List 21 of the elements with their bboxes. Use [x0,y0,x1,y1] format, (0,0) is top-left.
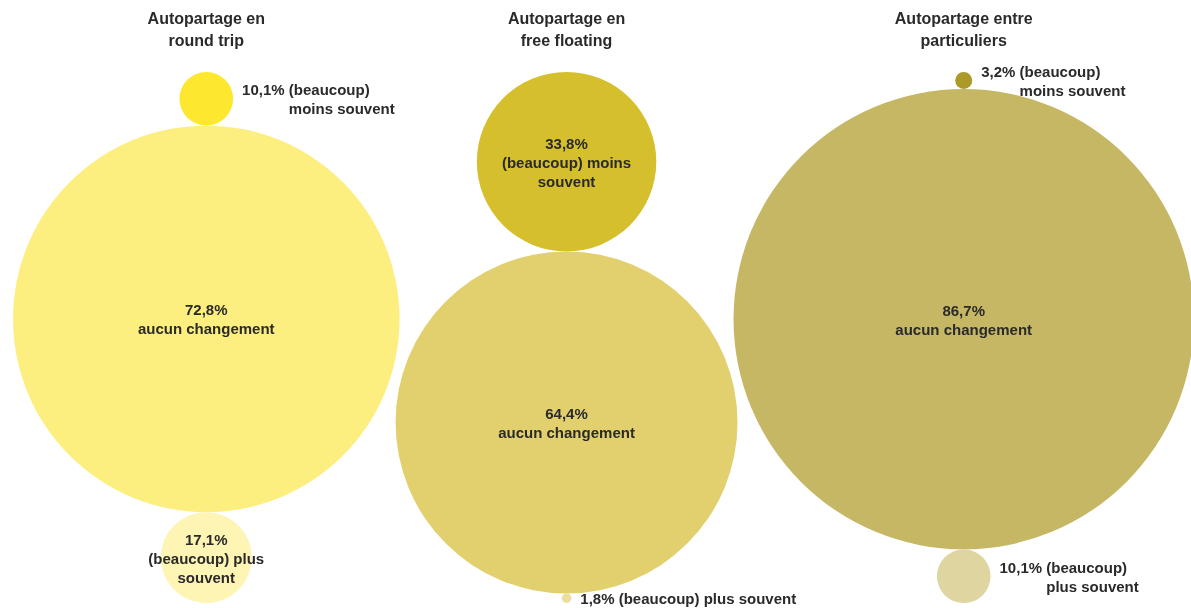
category-label: (beaucoup) moins souvent [1019,62,1126,99]
data-label: 10,1% [242,80,285,98]
data-label: 17,1% [185,530,228,548]
data-label: 3,2% [981,62,1016,80]
category-label: (beaucoup) plus souvent [148,549,265,586]
data-label: 64,4% [545,404,588,422]
category-label: aucun changement [895,320,1033,338]
category-label: aucun changement [498,423,635,441]
text: Autopartage en round trip [147,9,265,49]
category-label: (beaucoup) plus souvent [618,589,797,607]
data-label: 33,8% [545,134,588,152]
category-label: (beaucoup) moins souvent [501,153,632,190]
category-label: (beaucoup) plus souvent [1046,558,1139,595]
data-label: 10,1% [999,558,1043,576]
data-label: 72,8% [185,300,228,318]
category-label: aucun changement [137,319,275,337]
data-label: 86,7% [942,301,985,319]
data-label: 1,8% [580,589,615,607]
text: Autopartage entre particuliers [894,9,1033,49]
text: Autopartage en free floating [507,9,626,49]
category-label: (beaucoup) moins souvent [288,80,395,117]
